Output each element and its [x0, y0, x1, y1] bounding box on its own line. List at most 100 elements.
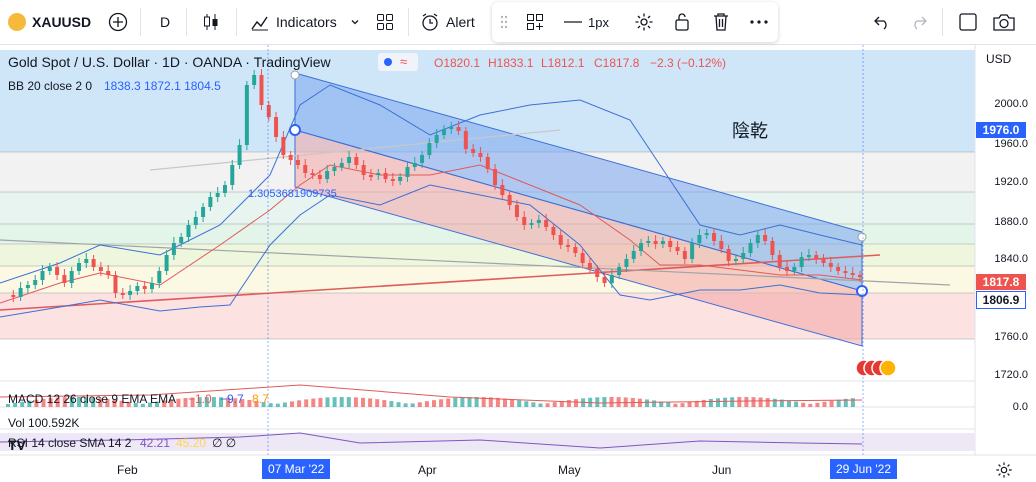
candle-body: [420, 155, 425, 163]
macd-histogram-bar: [666, 402, 671, 407]
candle-body: [281, 137, 286, 155]
trend-line: [0, 254, 881, 311]
candle-body: [836, 267, 841, 271]
macd-histogram-bar: [382, 400, 387, 407]
more-button[interactable]: [750, 0, 768, 44]
macd-histogram-bar: [439, 399, 444, 407]
chart-settings-button[interactable]: [995, 461, 1013, 482]
candle-body: [179, 237, 184, 243]
candle-body: [580, 253, 585, 263]
macd-histogram-bar: [176, 398, 181, 407]
line-width-button[interactable]: 1px: [564, 0, 609, 44]
macd-histogram-bar: [801, 402, 806, 407]
macd-label[interactable]: MACD 12 26 close 9 EMA EMA: [8, 392, 177, 406]
candle-body: [303, 165, 308, 173]
macd-histogram-bar: [552, 402, 557, 407]
candle-body: [471, 149, 476, 153]
candle-body: [40, 271, 45, 280]
candle-body: [434, 135, 439, 143]
toolbar-divider: [942, 8, 943, 36]
candle-body: [770, 241, 775, 255]
interval-button[interactable]: D: [160, 0, 170, 44]
lock-button[interactable]: [674, 0, 690, 44]
macd-value-1: −1.0: [188, 392, 212, 406]
candle-body: [215, 193, 220, 197]
undo-button[interactable]: [873, 0, 891, 44]
delete-button[interactable]: [712, 0, 730, 44]
channel-lower-band: [294, 129, 863, 347]
fullscreen-button[interactable]: [958, 0, 978, 44]
candle-body: [171, 243, 176, 255]
time-tick-apr: Apr: [418, 463, 437, 477]
macd-histogram-bar: [361, 397, 365, 407]
candle-body: [354, 157, 359, 165]
volume-label[interactable]: Vol 100.592K: [8, 416, 80, 430]
candle-body: [368, 175, 373, 177]
macd-histogram-bar: [41, 398, 46, 407]
macd-histogram-bar: [808, 403, 813, 407]
snapshot-button[interactable]: [992, 0, 1016, 44]
macd-histogram-bar: [645, 399, 649, 407]
chart-area[interactable]: Gold Spot / U.S. Dollar · 1D · OANDA · T…: [0, 45, 1036, 479]
candle-body: [858, 275, 862, 277]
price-tick: 1960.0: [994, 138, 1028, 150]
price-tick: 1760.0: [994, 331, 1028, 343]
candle-body: [595, 269, 600, 277]
candle-body: [237, 145, 242, 165]
candle-body: [113, 275, 118, 293]
macd-histogram-bar: [55, 397, 60, 407]
add-symbol-button[interactable]: [108, 0, 128, 44]
price-chart-canvas[interactable]: [0, 45, 1036, 479]
rsi-label[interactable]: RSI 14 close SMA 14 2: [8, 436, 132, 450]
macd-histogram-bar: [730, 397, 735, 407]
macd-histogram-bar: [574, 399, 578, 407]
candle-body: [609, 275, 614, 283]
macd-histogram-bar: [318, 397, 323, 407]
chart-type-button[interactable]: [202, 0, 220, 44]
square-icon: [959, 13, 977, 31]
candle-body: [456, 127, 461, 131]
layout-dropdown[interactable]: [350, 0, 360, 44]
price-tick: 1880.0: [994, 216, 1028, 228]
macd-histogram-bar: [616, 397, 621, 407]
candle-body: [660, 241, 665, 244]
macd-histogram-bar: [744, 397, 749, 407]
alert-button[interactable]: Alert: [420, 0, 475, 44]
macd-histogram-bar: [91, 397, 96, 407]
indicators-button[interactable]: Indicators: [250, 0, 337, 44]
candle-body: [733, 259, 738, 261]
candle-body: [478, 153, 483, 157]
candle-body: [383, 173, 388, 179]
candle-body: [266, 105, 271, 117]
candle-body: [799, 257, 804, 267]
visibility-toggle[interactable]: ≈: [378, 53, 418, 71]
macd-histogram-bar: [723, 397, 728, 407]
gear-icon: [996, 462, 1012, 478]
currency-label[interactable]: USD: [986, 52, 1012, 66]
macd-histogram-bar: [815, 402, 820, 407]
eye-icon: [384, 58, 392, 66]
templates-button[interactable]: [376, 0, 394, 44]
macd-histogram-bar: [240, 399, 245, 407]
settings-button[interactable]: [634, 0, 654, 44]
redo-button[interactable]: [910, 0, 928, 44]
top-toolbar: XAUUSD D Indicators Alert 1px: [0, 0, 1036, 45]
macd-histogram-bar: [531, 402, 536, 407]
drag-handle-icon[interactable]: [500, 0, 508, 44]
candle-body: [84, 259, 89, 263]
chart-text-note[interactable]: 陰乾: [732, 121, 768, 141]
candle-body: [821, 259, 826, 263]
macd-histogram-bar: [211, 397, 216, 407]
template-button[interactable]: [526, 0, 544, 44]
macd-histogram-bar: [538, 403, 543, 407]
macd-histogram-bar: [197, 397, 202, 407]
macd-histogram-bar: [169, 399, 174, 407]
bb-indicator-label[interactable]: BB 20 close 2 0: [8, 79, 93, 93]
candle-body: [668, 241, 673, 247]
gold-coin-icon: [8, 13, 26, 31]
trend-line: [0, 239, 951, 286]
macd-histogram-bar: [332, 397, 337, 407]
symbol-search[interactable]: XAUUSD: [8, 0, 91, 44]
macd-histogram-bar: [13, 402, 18, 407]
macd-histogram-bar: [453, 397, 458, 407]
